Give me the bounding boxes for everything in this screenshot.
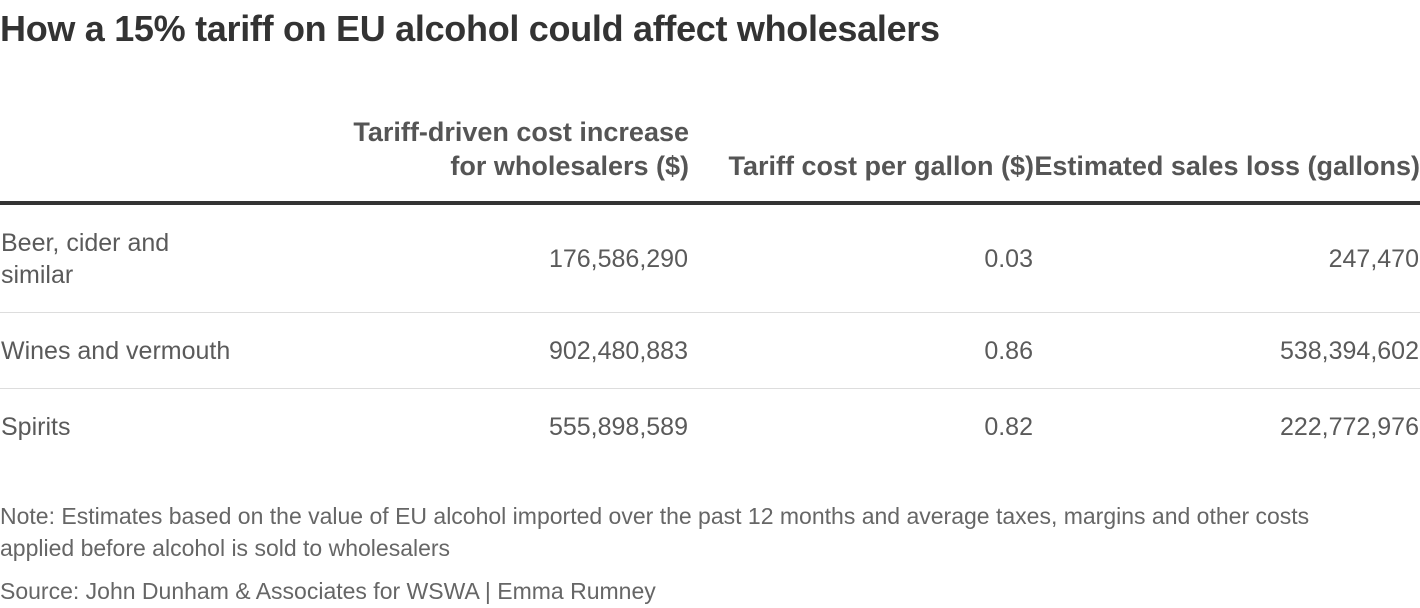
- table-header-row: Tariff-driven cost increase for wholesal…: [0, 115, 1420, 205]
- cost-per-gallon-cell: 0.86: [689, 312, 1034, 389]
- row-label: Beer, cider and similar: [0, 203, 320, 313]
- cost-per-gallon-cell: 0.03: [689, 203, 1034, 313]
- chart-source: Source: John Dunham & Associates for WSW…: [0, 578, 656, 604]
- data-table: Tariff-driven cost increase for wholesal…: [0, 115, 1420, 465]
- table-row: Beer, cider and similar 176,586,290 0.03…: [0, 203, 1420, 313]
- column-header-sales-loss: Estimated sales loss (gallons): [1034, 115, 1420, 205]
- column-header-cost-increase: Tariff-driven cost increase for wholesal…: [320, 115, 689, 205]
- chart-note: Note: Estimates based on the value of EU…: [0, 503, 1310, 561]
- table-row: Spirits 555,898,589 0.82 222,772,976: [0, 389, 1420, 466]
- cost-increase-cell: 176,586,290: [320, 203, 689, 313]
- cost-increase-cell: 902,480,883: [320, 312, 689, 389]
- cost-increase-cell: 555,898,589: [548, 413, 688, 441]
- sales-loss-cell: 247,470: [1034, 203, 1420, 313]
- sales-loss-cell: 538,394,602: [1034, 312, 1420, 389]
- row-label: Wines and vermouth: [0, 312, 320, 389]
- table-row: Wines and vermouth 902,480,883 0.86 538,…: [0, 312, 1420, 389]
- chart-title: How a 15% tariff on EU alcohol could aff…: [0, 8, 940, 49]
- column-header-category: [0, 115, 320, 205]
- row-label: Spirits: [1, 413, 71, 441]
- column-header-cost-per-gallon: Tariff cost per gallon ($): [689, 115, 1034, 205]
- sales-loss-cell: 222,772,976: [1279, 413, 1419, 441]
- cost-per-gallon-cell: 0.82: [984, 413, 1033, 441]
